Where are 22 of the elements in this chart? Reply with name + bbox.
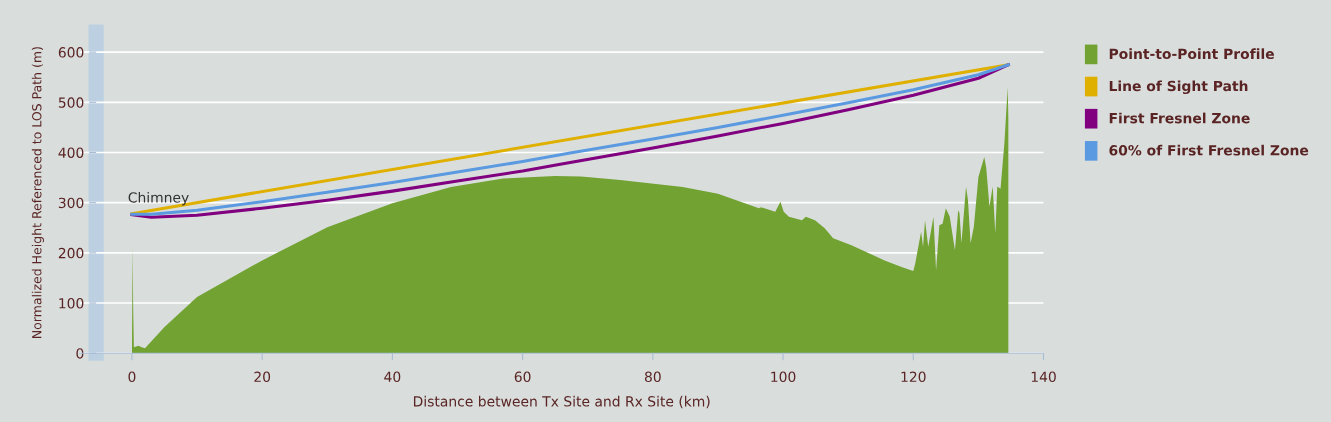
x-tick-label: 40 (384, 371, 401, 383)
legend-label: Point-to-Point Profile (1109, 48, 1274, 60)
y-tick-label: 0 (76, 348, 84, 359)
y-tick-label: 500 (58, 97, 84, 108)
y-tick-label: 400 (58, 147, 84, 158)
x-tick-label: 140 (1031, 371, 1056, 383)
x-tick-label: 100 (771, 371, 796, 383)
y-axis-title: Normalized Height Referenced to LOS Path (m) (31, 47, 44, 338)
x-tick-label: 0 (128, 371, 136, 383)
y-tick-label: 300 (58, 197, 84, 209)
x-tick-label: 80 (644, 371, 661, 383)
x-tick-label: 120 (901, 371, 926, 383)
legend-label: Line of Sight Path (1109, 80, 1248, 95)
y-tick-label: 100 (59, 298, 84, 309)
annotation: Chimney (128, 191, 189, 206)
legend-label: 60% of First Fresnel Zone (1109, 144, 1309, 156)
x-tick-label: 60 (514, 371, 531, 383)
y-tick-label: 200 (58, 247, 84, 259)
legend-label: First Fresnel Zone (1109, 112, 1250, 124)
x-axis-title: Distance between Tx Site and Rx Site (km) (413, 395, 710, 409)
x-tick-label: 20 (254, 371, 271, 383)
y-tick-label: 600 (58, 47, 84, 58)
